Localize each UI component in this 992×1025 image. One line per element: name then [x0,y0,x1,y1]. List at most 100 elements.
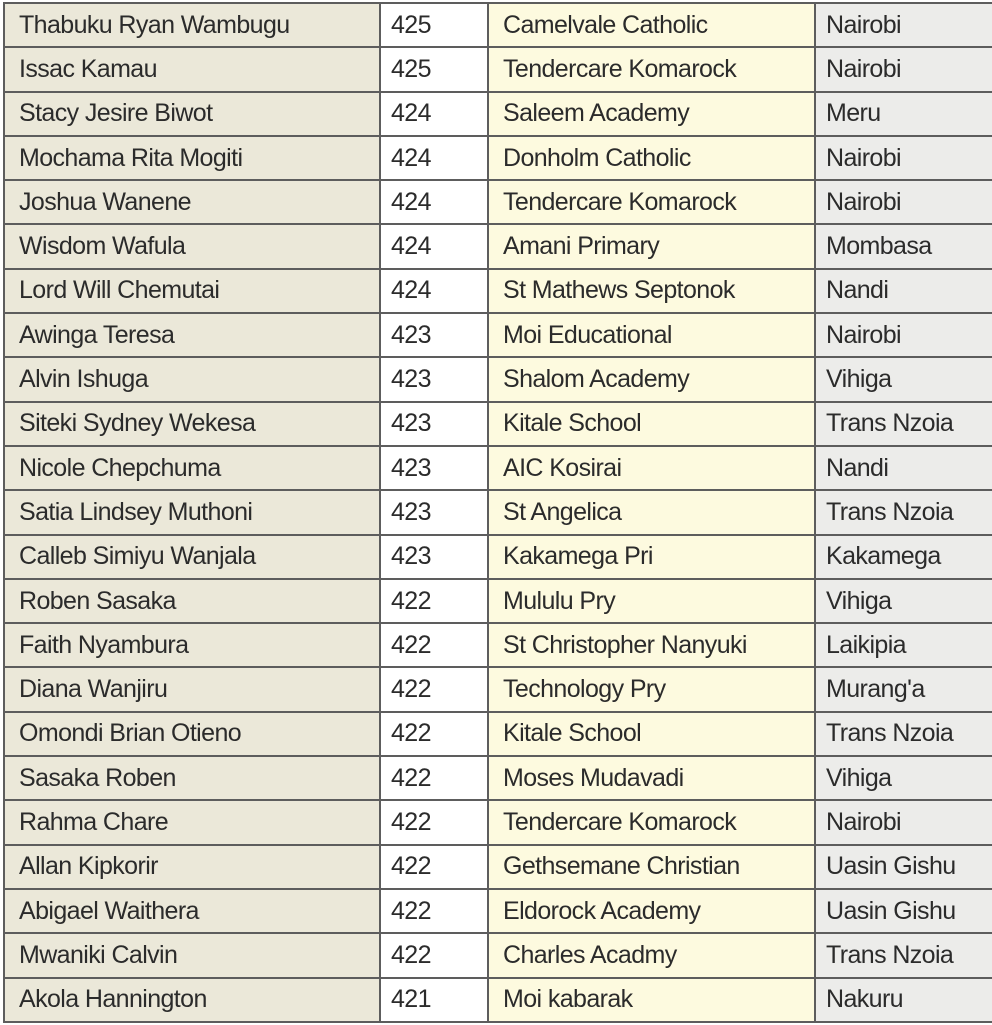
county-cell: Meru [814,90,992,137]
score-cell: 424 [379,267,489,315]
county-cell: Laikipia [814,622,992,669]
score-cell: 423 [379,489,489,536]
student-name-cell: Diana Wanjiru [3,666,381,713]
school-cell: Moi kabarak [487,976,816,1023]
school-cell: St Angelica [487,489,816,536]
score-cell: 422 [379,710,489,758]
county-cell: Mombasa [814,223,992,270]
table-row: Mochama Rita Mogiti 424 Donholm Catholic Na… [3,134,992,182]
score-cell: 422 [379,799,489,846]
score-cell: 425 [379,46,489,93]
county-cell: Trans Nzoia [814,400,992,447]
score-cell: 423 [379,400,489,447]
county-cell: Nairobi [814,46,992,93]
student-name-cell: Mwaniki Calvin [3,932,381,979]
school-cell: Kakamega Pri [487,533,816,580]
school-cell: Gethsemane Christian [487,843,816,890]
school-cell: Eldorock Academy [487,887,816,935]
county-cell: Nairobi [814,179,992,226]
table-row: Issac Kamau 425 Tendercare Komarock Nairobi [3,46,992,93]
county-cell: Vihiga [814,577,992,625]
student-name-cell: Omondi Brian Otieno [3,710,381,758]
student-name-cell: Wisdom Wafula [3,223,381,270]
student-name-cell: Allan Kipkorir [3,843,381,890]
table-row: Siteki Sydney Wekesa 423 Kitale School Tran… [3,400,992,447]
score-cell: 423 [379,444,489,492]
student-name-cell: Stacy Jesire Biwot [3,90,381,137]
table-row: Akola Hannington 421 Moi kabarak Nakuru [3,976,992,1023]
school-cell: Saleem Academy [487,90,816,137]
student-name-cell: Issac Kamau [3,46,381,93]
score-cell: 423 [379,533,489,580]
school-cell: Amani Primary [487,223,816,270]
table-row: Abigael Waithera 422 Eldorock Academy Uasin… [3,887,992,935]
school-cell: AIC Kosirai [487,444,816,492]
school-cell: Tendercare Komarock [487,46,816,93]
student-name-cell: Calleb Simiyu Wanjala [3,533,381,580]
table-row: Calleb Simiyu Wanjala 423 Kakamega Pri Kaka… [3,533,992,580]
county-cell: Uasin Gishu [814,843,992,890]
table-row: Mwaniki Calvin 422 Charles Acadmy Trans Nzo… [3,932,992,979]
county-cell: Vihiga [814,755,992,802]
table-row: Roben Sasaka 422 Mululu Pry Vihiga [3,577,992,625]
county-cell: Kakamega [814,533,992,580]
table-row: Satia Lindsey Muthoni 423 St Angelica Trans… [3,489,992,536]
table-row: Thabuku Ryan Wambugu 425 Camelvale Catholi… [3,1,992,49]
score-cell: 424 [379,223,489,270]
county-cell: Murang'a [814,666,992,713]
county-cell: Nairobi [814,312,992,359]
table-row: Alvin Ishuga 423 Shalom Academy Vihiga [3,356,992,403]
student-name-cell: Awinga Teresa [3,312,381,359]
results-table: Thabuku Ryan Wambugu 425 Camelvale Catholi… [3,1,992,1023]
county-cell: Nairobi [814,799,992,846]
county-cell: Trans Nzoia [814,932,992,979]
table-row: Rahma Chare 422 Tendercare Komarock Nairobi [3,799,992,846]
school-cell: Moi Educational [487,312,816,359]
score-cell: 422 [379,577,489,625]
county-cell: Nairobi [814,134,992,182]
score-cell: 424 [379,134,489,182]
score-cell: 424 [379,90,489,137]
student-name-cell: Nicole Chepchuma [3,444,381,492]
score-cell: 425 [379,1,489,49]
student-name-cell: Joshua Wanene [3,179,381,226]
table-row: Sasaka Roben 422 Moses Mudavadi Vihiga [3,755,992,802]
table-row: Lord Will Chemutai 424 St Mathews Septonok… [3,267,992,315]
county-cell: Vihiga [814,356,992,403]
student-name-cell: Abigael Waithera [3,887,381,935]
score-cell: 421 [379,976,489,1023]
school-cell: Shalom Academy [487,356,816,403]
county-cell: Uasin Gishu [814,887,992,935]
score-cell: 422 [379,843,489,890]
table-row: Joshua Wanene 424 Tendercare Komarock Nairo… [3,179,992,226]
score-cell: 422 [379,666,489,713]
school-cell: Kitale School [487,710,816,758]
county-cell: Nakuru [814,976,992,1023]
school-cell: Moses Mudavadi [487,755,816,802]
student-name-cell: Akola Hannington [3,976,381,1023]
score-cell: 422 [379,887,489,935]
student-name-cell: Thabuku Ryan Wambugu [3,1,381,49]
score-cell: 422 [379,755,489,802]
table-row: Faith Nyambura 422 St Christopher Nanyuki L… [3,622,992,669]
school-cell: St Christopher Nanyuki [487,622,816,669]
score-cell: 423 [379,356,489,403]
results-table-body: Thabuku Ryan Wambugu 425 Camelvale Catholi… [3,1,992,1023]
student-name-cell: Satia Lindsey Muthoni [3,489,381,536]
score-cell: 422 [379,622,489,669]
county-cell: Nandi [814,267,992,315]
county-cell: Nandi [814,444,992,492]
student-name-cell: Mochama Rita Mogiti [3,134,381,182]
school-cell: Kitale School [487,400,816,447]
school-cell: Tendercare Komarock [487,179,816,226]
student-name-cell: Faith Nyambura [3,622,381,669]
table-row: Diana Wanjiru 422 Technology Pry Murang'a [3,666,992,713]
student-name-cell: Siteki Sydney Wekesa [3,400,381,447]
school-cell: Charles Acadmy [487,932,816,979]
table-row: Wisdom Wafula 424 Amani Primary Mombasa [3,223,992,270]
table-row: Awinga Teresa 423 Moi Educational Nairobi [3,312,992,359]
score-cell: 423 [379,312,489,359]
student-name-cell: Lord Will Chemutai [3,267,381,315]
table-row: Omondi Brian Otieno 422 Kitale School Trans… [3,710,992,758]
county-cell: Trans Nzoia [814,489,992,536]
